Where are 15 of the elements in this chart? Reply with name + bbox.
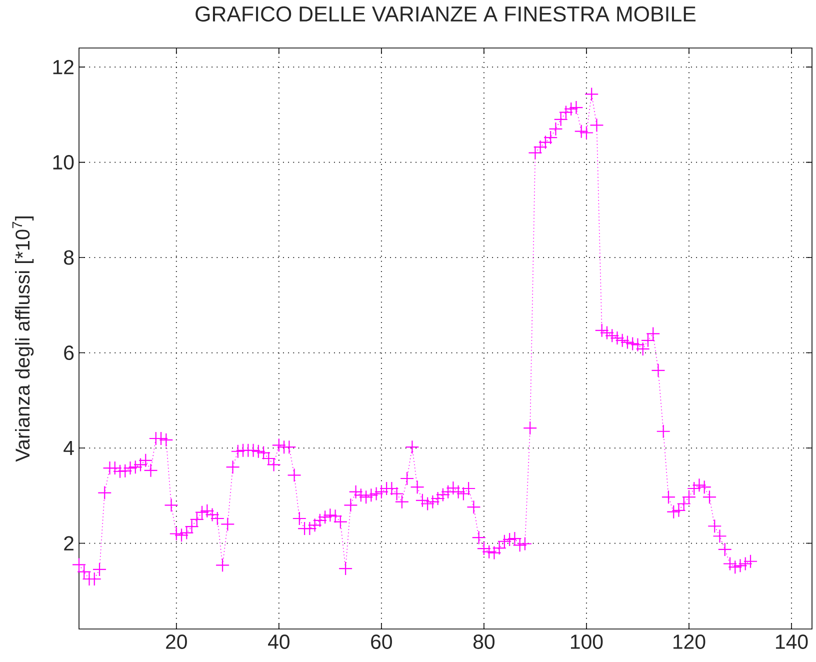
y-tick-label: 12 <box>53 60 74 74</box>
y-tick-label: 10 <box>53 155 74 170</box>
x-tick-label: 40 <box>268 634 290 649</box>
x-tick-label: 120 <box>674 634 706 649</box>
x-tick-label: 100 <box>570 634 603 649</box>
x-tick-label: 20 <box>166 634 187 649</box>
x-tick-label: 60 <box>371 634 392 649</box>
y-tick-label: 4 <box>64 441 74 456</box>
y-axis-title: Varianza degli afflussi [*10$^{7}$] <box>12 216 34 462</box>
y-tick-label: 6 <box>64 346 74 360</box>
x-tick-label: 80 <box>473 634 495 649</box>
x-tick-label: 140 <box>776 634 808 649</box>
y-tick-label: 8 <box>64 250 74 265</box>
y-tick-label: 2 <box>64 536 74 550</box>
chart-title: GRAFICO DELLE VARIANZE A FINESTRA MOBILE <box>196 6 696 22</box>
